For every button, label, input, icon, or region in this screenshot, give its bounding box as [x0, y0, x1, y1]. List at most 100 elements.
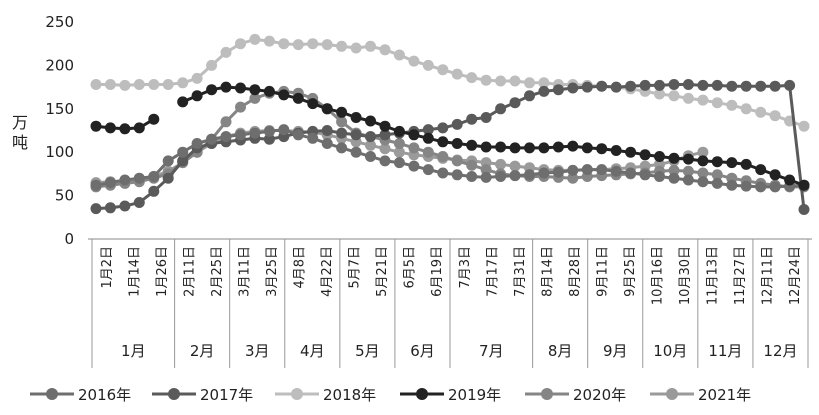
data-point [654, 151, 665, 162]
legend-label: 2016年 [78, 386, 131, 404]
x-tick-label: 5月21日 [375, 246, 390, 297]
data-point [191, 72, 203, 84]
data-point [625, 80, 637, 92]
legend-item: 2021年 [650, 386, 751, 404]
legend-label: 2019年 [448, 386, 501, 404]
data-point [278, 89, 290, 101]
data-point [682, 92, 694, 104]
data-point [567, 140, 579, 152]
data-point [495, 75, 507, 87]
data-point [206, 133, 218, 145]
data-point [538, 85, 550, 97]
data-point [567, 82, 579, 94]
data-point [567, 164, 579, 176]
data-point [379, 143, 391, 155]
data-point [755, 106, 767, 118]
legend-swatch-marker [541, 388, 553, 400]
data-point [249, 84, 261, 96]
data-point [451, 68, 463, 80]
data-point [682, 174, 694, 186]
data-point [437, 167, 449, 179]
data-point [610, 145, 622, 156]
data-point [220, 46, 232, 58]
data-point [162, 172, 174, 184]
month-label: 7月 [479, 342, 504, 360]
legend-swatch-marker [416, 388, 428, 400]
y-tick-label: 150 [45, 100, 74, 118]
data-point [336, 127, 348, 139]
month-label: 12月 [763, 342, 797, 360]
data-point [408, 129, 420, 141]
month-label: 8月 [548, 342, 573, 360]
series-line [96, 37, 805, 128]
data-point [292, 39, 304, 51]
data-point [784, 79, 796, 91]
x-tick-label: 11月27日 [733, 246, 748, 305]
data-point [263, 35, 275, 47]
x-tick-label: 7月31日 [513, 246, 528, 297]
data-point [581, 81, 593, 93]
data-point [451, 169, 463, 181]
month-label: 11月 [708, 342, 742, 360]
data-point [220, 131, 232, 143]
data-point [524, 169, 535, 181]
data-point [162, 79, 174, 90]
data-point [422, 164, 434, 176]
y-axis-ticks: 0 50 100 150 200 250 [45, 13, 74, 248]
data-point [480, 164, 492, 176]
data-point [379, 155, 391, 167]
x-tick-label: 3月25日 [265, 246, 280, 297]
data-point [191, 90, 203, 102]
legend-label: 2021年 [698, 386, 751, 404]
data-point [451, 155, 463, 167]
legend-item: 2016年 [30, 386, 131, 404]
legend-item: 2018年 [275, 386, 376, 404]
data-point [393, 49, 405, 61]
data-point [711, 156, 723, 168]
data-point [133, 122, 145, 134]
data-point [422, 146, 434, 158]
data-point [408, 142, 420, 154]
data-point [393, 146, 405, 158]
data-point [509, 97, 521, 109]
data-point [119, 123, 131, 135]
data-point [437, 151, 449, 162]
data-point [292, 129, 304, 141]
data-point [711, 79, 723, 91]
data-point [524, 77, 535, 89]
data-point [206, 59, 218, 71]
data-point [697, 146, 709, 158]
data-point [538, 167, 550, 179]
month-label: 10月 [653, 342, 687, 360]
data-point [249, 127, 261, 139]
data-point [769, 80, 781, 92]
legend-item: 2017年 [152, 386, 253, 404]
data-point [697, 94, 709, 106]
data-point [90, 120, 102, 132]
data-point [755, 164, 767, 176]
y-axis-label-char: 万 [12, 113, 28, 132]
x-tick-label: 6月19日 [430, 246, 445, 297]
data-point [509, 160, 521, 172]
month-labels: 1月 2月 3月 4月 5月 6月 7月 8月 9月 10月 11月 12月 [121, 342, 797, 360]
data-point [119, 174, 131, 186]
legend-swatch-marker [46, 388, 58, 400]
data-point [552, 84, 564, 96]
data-point [567, 172, 579, 184]
data-point [668, 90, 680, 102]
data-point [321, 138, 333, 149]
data-point [639, 149, 651, 161]
data-point [408, 55, 420, 67]
series-2016年 [90, 124, 810, 193]
x-tick-label: 8月14日 [540, 246, 555, 297]
data-point [654, 88, 665, 100]
data-point [755, 80, 767, 92]
data-point [639, 79, 651, 91]
data-point [538, 77, 550, 89]
data-point [278, 38, 290, 50]
x-tick-label: 2月25日 [210, 246, 225, 297]
y-tick-label: 0 [64, 230, 74, 248]
data-point [177, 155, 189, 167]
data-point [104, 177, 116, 189]
